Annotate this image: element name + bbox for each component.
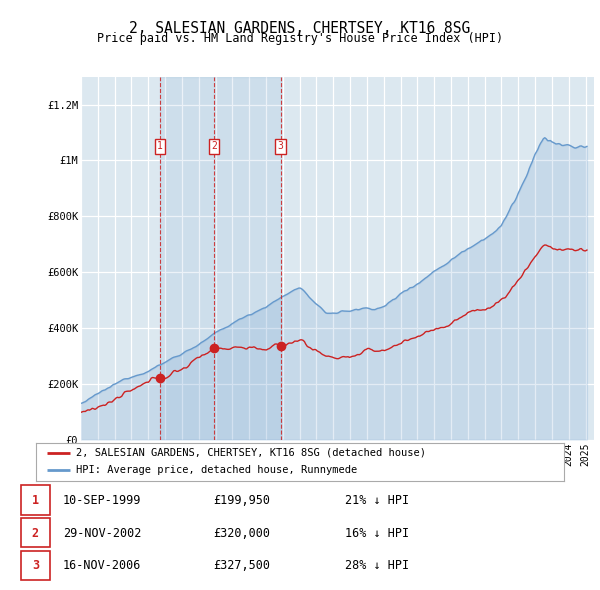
- FancyBboxPatch shape: [21, 485, 50, 514]
- Text: 1: 1: [157, 142, 163, 152]
- Text: 3: 3: [32, 559, 39, 572]
- Text: 16% ↓ HPI: 16% ↓ HPI: [345, 527, 409, 540]
- Text: HPI: Average price, detached house, Runnymede: HPI: Average price, detached house, Runn…: [76, 466, 357, 476]
- Text: 2: 2: [211, 142, 217, 152]
- FancyBboxPatch shape: [21, 550, 50, 580]
- Text: 3: 3: [278, 142, 284, 152]
- Text: 28% ↓ HPI: 28% ↓ HPI: [345, 559, 409, 572]
- Text: 2, SALESIAN GARDENS, CHERTSEY, KT16 8SG: 2, SALESIAN GARDENS, CHERTSEY, KT16 8SG: [130, 21, 470, 35]
- Text: £327,500: £327,500: [213, 559, 270, 572]
- Text: 2: 2: [32, 527, 39, 540]
- Text: 1: 1: [32, 494, 39, 507]
- Bar: [160, 77, 281, 440]
- Text: 10-SEP-1999: 10-SEP-1999: [63, 494, 142, 507]
- Text: 2, SALESIAN GARDENS, CHERTSEY, KT16 8SG (detached house): 2, SALESIAN GARDENS, CHERTSEY, KT16 8SG …: [76, 448, 425, 458]
- Text: £199,950: £199,950: [213, 494, 270, 507]
- Text: 21% ↓ HPI: 21% ↓ HPI: [345, 494, 409, 507]
- Text: Price paid vs. HM Land Registry's House Price Index (HPI): Price paid vs. HM Land Registry's House …: [97, 32, 503, 45]
- FancyBboxPatch shape: [21, 518, 50, 548]
- Text: 16-NOV-2006: 16-NOV-2006: [63, 559, 142, 572]
- Text: 29-NOV-2002: 29-NOV-2002: [63, 527, 142, 540]
- Text: £320,000: £320,000: [213, 527, 270, 540]
